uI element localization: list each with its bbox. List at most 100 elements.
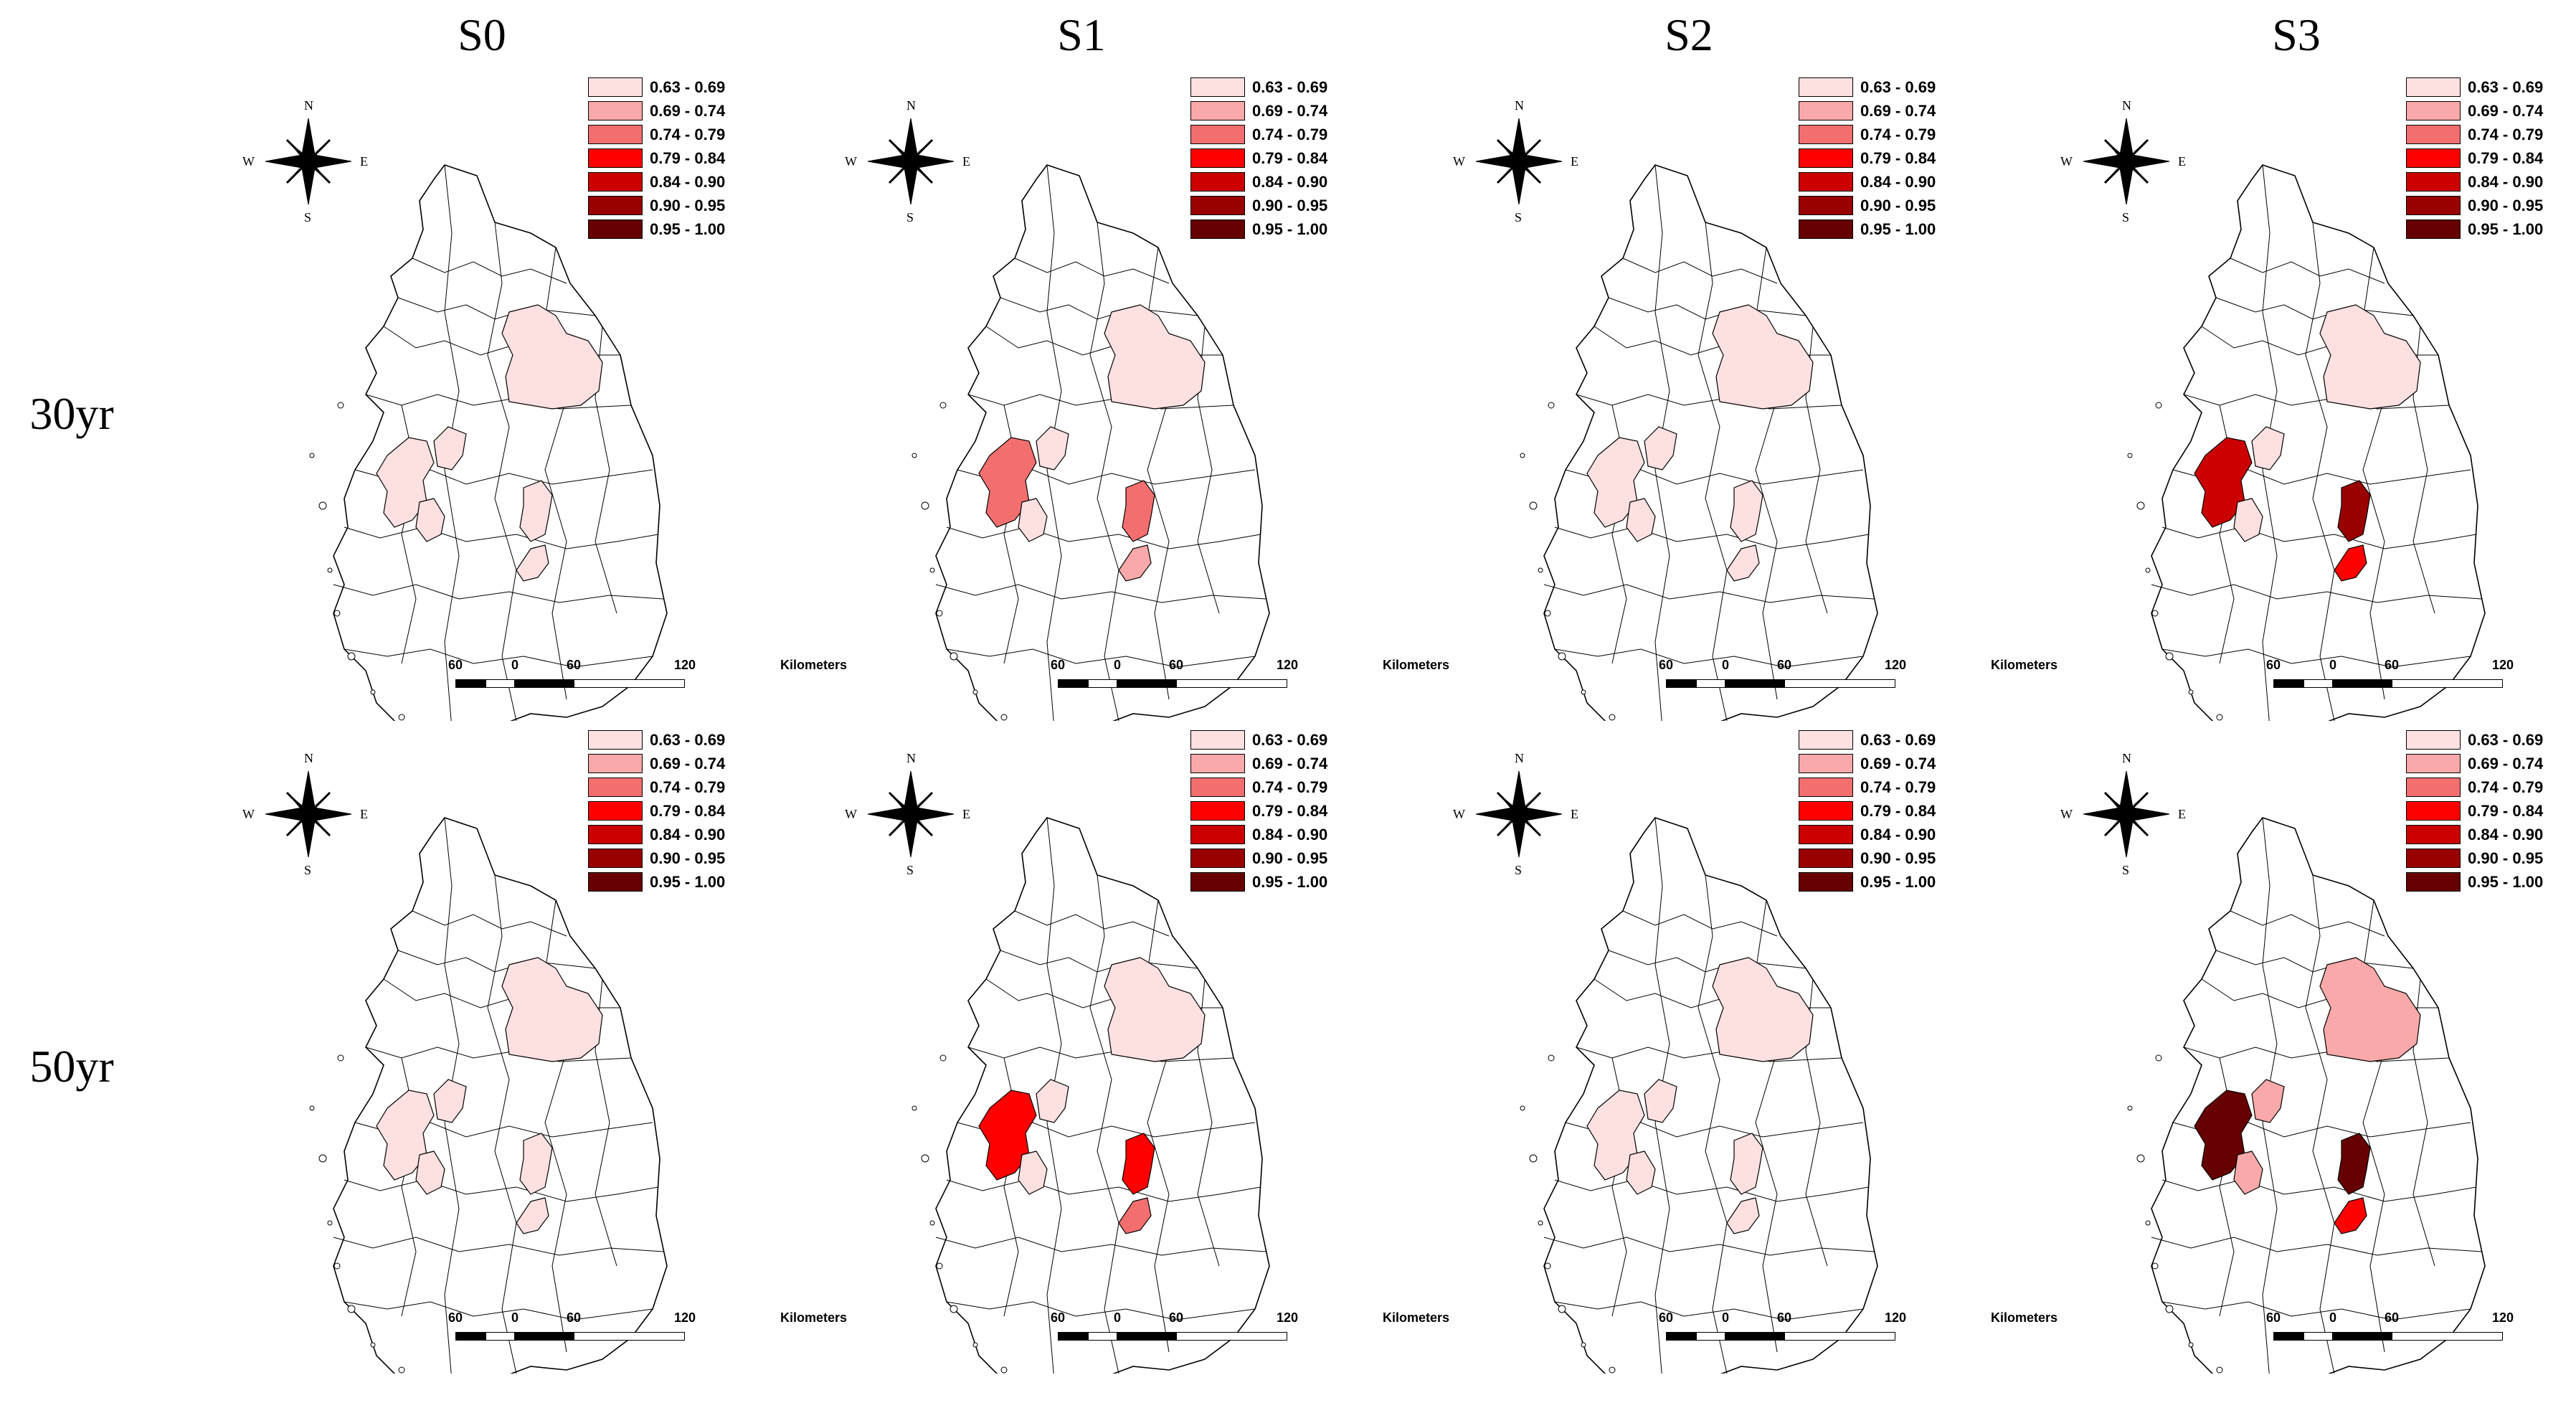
compass-icon: N S E W	[1440, 68, 1619, 247]
legend-swatch	[588, 801, 643, 821]
district-boundary	[412, 257, 567, 284]
legend-item: 0.95 - 1.00	[2406, 870, 2543, 894]
district-boundary	[2161, 648, 2471, 668]
compass-label-e: E	[1571, 154, 1578, 169]
scale-bar: 60 0 60 120 Kilometers	[1040, 1310, 1449, 1361]
scale-segment	[1058, 1332, 1088, 1341]
legend-label: 0.69 - 0.74	[1860, 101, 1936, 120]
region-se2	[2334, 544, 2367, 582]
scale-segment	[455, 679, 486, 688]
legend: 0.63 - 0.69 0.69 - 0.74 0.74 - 0.79 0.79 - …	[1799, 728, 1936, 894]
scale-segment	[1176, 1332, 1287, 1341]
island	[2188, 689, 2194, 695]
district-boundary	[946, 1179, 1261, 1202]
island	[1609, 714, 1616, 721]
district-boundary	[1543, 584, 1875, 603]
legend-label: 0.84 - 0.90	[2468, 825, 2544, 844]
island	[1581, 1342, 1586, 1348]
legend-label: 0.63 - 0.69	[1860, 730, 1936, 749]
island	[347, 1305, 356, 1313]
island	[972, 689, 978, 695]
region-se2	[1726, 544, 1760, 582]
island	[2145, 567, 2151, 573]
legend: 0.63 - 0.69 0.69 - 0.74 0.74 - 0.79 0.79 - …	[1190, 728, 1327, 894]
legend-label: 0.90 - 0.95	[1860, 849, 1936, 867]
compass-label-n: N	[304, 98, 313, 113]
compass-label-s: S	[1515, 863, 1523, 877]
island	[2151, 610, 2159, 617]
legend-item: 0.84 - 0.90	[2406, 823, 2543, 846]
island	[2127, 453, 2133, 458]
legend-label: 0.63 - 0.69	[1252, 77, 1328, 96]
legend-swatch	[2406, 849, 2461, 868]
legend-item: 0.74 - 0.79	[1190, 123, 1327, 146]
legend-item: 0.90 - 0.95	[588, 846, 725, 870]
legend-swatch	[1190, 219, 1245, 239]
region-ne	[1712, 304, 1814, 410]
legend-item: 0.95 - 1.00	[1799, 217, 1936, 241]
legend-swatch	[1190, 148, 1245, 168]
legend-label: 0.74 - 0.79	[650, 125, 726, 143]
legend-label: 0.74 - 0.79	[1860, 125, 1936, 143]
legend-label: 0.84 - 0.90	[1860, 172, 1936, 191]
legend-item: 0.74 - 0.79	[2406, 123, 2543, 146]
scale-segment	[1784, 1332, 1895, 1341]
scale-tick-label: 120	[1884, 658, 1907, 672]
legend-item: 0.63 - 0.69	[2406, 75, 2543, 99]
compass-icon: N S E W	[832, 721, 1011, 900]
legend-item: 0.63 - 0.69	[2406, 728, 2543, 752]
legend: 0.63 - 0.69 0.69 - 0.74 0.74 - 0.79 0.79 - …	[1190, 75, 1327, 241]
compass-icon: N S E W	[832, 68, 1011, 247]
legend-label: 0.74 - 0.79	[1860, 778, 1936, 796]
scale-tick-label: 60	[2384, 1310, 2400, 1325]
scale-tick-label: 60	[566, 1310, 582, 1325]
legend-item: 0.79 - 0.84	[588, 146, 725, 170]
scale-segment	[515, 679, 574, 688]
korea-map	[1520, 164, 1878, 721]
legend-label: 0.95 - 1.00	[2468, 219, 2544, 238]
compass-label-n: N	[1515, 98, 1524, 113]
region-c	[1036, 426, 1069, 471]
column-title-s3: S3	[2272, 9, 2321, 60]
scale-segment	[1725, 679, 1784, 688]
district-boundary	[333, 1237, 664, 1256]
legend-item: 0.79 - 0.84	[2406, 799, 2543, 823]
district-boundary	[1014, 257, 1170, 284]
region-c	[1644, 1079, 1677, 1123]
legend-swatch	[1799, 825, 1853, 844]
legend-item: 0.79 - 0.84	[1190, 146, 1327, 170]
legend-item: 0.95 - 1.00	[1190, 217, 1327, 241]
legend-swatch	[1799, 101, 1853, 121]
scale-tick-label: 0	[1113, 1310, 1122, 1325]
scale-tick-label: 60	[1168, 1310, 1184, 1325]
region-ne	[2319, 957, 2421, 1062]
island	[309, 1105, 315, 1111]
region-c	[433, 426, 467, 471]
legend-swatch	[2406, 77, 2461, 97]
district-boundary	[2161, 1179, 2477, 1202]
column-title-s0: S0	[458, 9, 506, 60]
island	[2127, 1105, 2133, 1111]
district-boundary	[1554, 648, 1864, 668]
compass-label-n: N	[1515, 751, 1524, 765]
region-se1	[519, 1133, 553, 1195]
scale-segment	[2303, 679, 2333, 688]
column-title-s2: S2	[1665, 9, 1713, 60]
scale-segment	[1666, 679, 1696, 688]
legend-item: 0.95 - 1.00	[1190, 870, 1327, 894]
legend-label: 0.69 - 0.74	[1860, 754, 1936, 772]
compass-label-n: N	[304, 751, 313, 765]
island	[939, 1054, 947, 1062]
legend-label: 0.84 - 0.90	[2468, 172, 2544, 191]
legend-item: 0.90 - 0.95	[1190, 194, 1327, 217]
island	[936, 1262, 943, 1270]
region-se1	[1730, 480, 1763, 542]
legend-swatch	[2406, 801, 2461, 821]
legend-swatch	[2406, 872, 2461, 892]
legend-label: 0.63 - 0.69	[1252, 730, 1328, 749]
compass-label-w: W	[845, 154, 857, 169]
scale-bar: 60 0 60 120 Kilometers	[1040, 658, 1449, 708]
region-ne	[1104, 304, 1206, 410]
legend-label: 0.79 - 0.84	[1252, 148, 1328, 167]
legend-label: 0.90 - 0.95	[2468, 849, 2544, 867]
